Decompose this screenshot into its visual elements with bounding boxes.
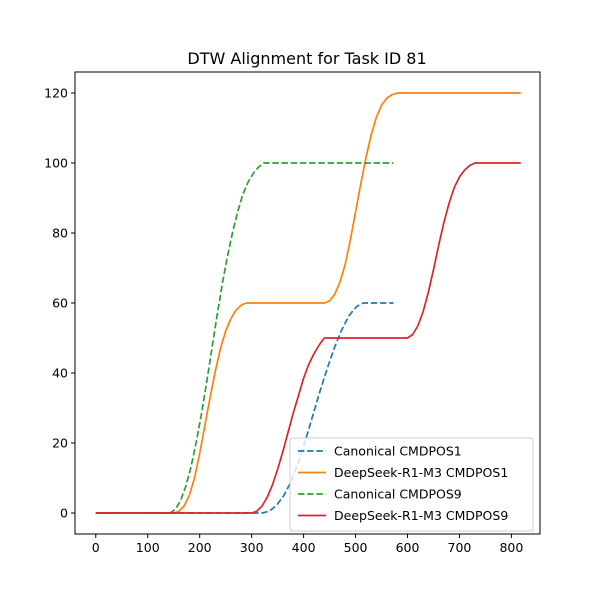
x-tick-label: 800	[499, 540, 523, 555]
x-tick-label: 500	[344, 540, 368, 555]
plot-area	[95, 92, 521, 514]
legend-label: DeepSeek-R1-M3 CMDPOS9	[334, 508, 508, 523]
y-tick-label: 0	[60, 506, 68, 521]
legend-label: Canonical CMDPOS1	[334, 444, 462, 459]
series-line-4	[95, 162, 521, 514]
legend-label: DeepSeek-R1-M3 CMDPOS1	[334, 465, 508, 480]
y-tick-label: 80	[52, 226, 68, 241]
x-tick-label: 300	[240, 540, 264, 555]
chart-title: DTW Alignment for Task ID 81	[187, 49, 426, 68]
y-tick-label: 40	[52, 366, 68, 381]
y-tick-label: 60	[52, 296, 68, 311]
x-tick-label: 0	[92, 540, 100, 555]
series-line-3	[95, 162, 394, 514]
x-tick-label: 200	[188, 540, 212, 555]
x-tick-label: 700	[448, 540, 472, 555]
legend: Canonical CMDPOS1 DeepSeek-R1-M3 CMDPOS1 C…	[289, 437, 534, 532]
series-line-1	[95, 302, 394, 514]
x-tick-label: 600	[396, 540, 420, 555]
legend-label: Canonical CMDPOS9	[334, 487, 462, 502]
legend-box	[289, 437, 534, 532]
series-line-2	[95, 92, 521, 514]
x-tick-label: 100	[136, 540, 160, 555]
x-tick-label: 400	[292, 540, 316, 555]
y-tick-label: 120	[44, 86, 68, 101]
y-tick-label: 100	[44, 156, 68, 171]
axes: 0 100 200 300 400 500 600 700 800 0 20 40 60 80 100 120	[44, 71, 541, 555]
y-tick-label: 20	[52, 436, 68, 451]
